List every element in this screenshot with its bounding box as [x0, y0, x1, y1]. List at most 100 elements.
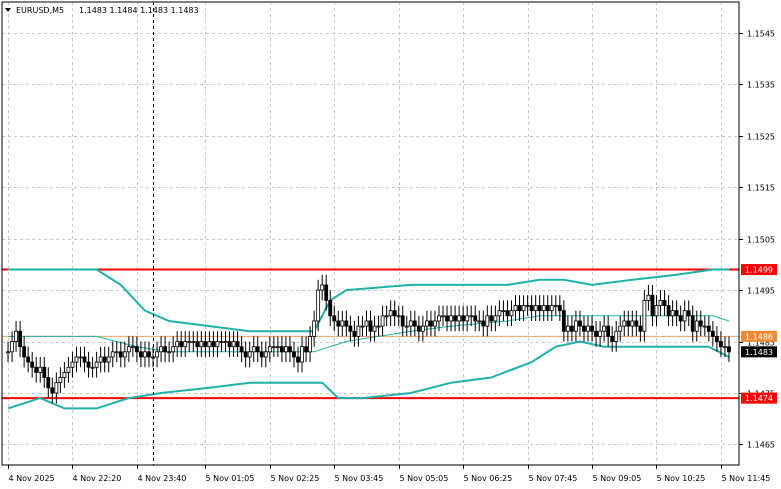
candle-body-down: [255, 346, 260, 353]
candle: [368, 310, 373, 342]
candle-body-up: [267, 346, 272, 353]
candle: [485, 305, 490, 337]
candle: [380, 305, 385, 337]
candle-body-up: [541, 305, 546, 312]
candle-body-down: [416, 325, 421, 332]
candle: [320, 274, 325, 301]
candle-body-down: [505, 310, 510, 317]
x-tick-label: 5 Nov 02:25: [271, 474, 320, 483]
candle-body-up: [98, 356, 103, 363]
candle-body-down: [594, 330, 598, 337]
y-tick-label: 1.1525: [747, 133, 775, 142]
candle-body-down: [288, 346, 292, 353]
candle: [638, 315, 643, 342]
candle: [710, 320, 715, 347]
candle: [38, 356, 43, 383]
candle: [94, 351, 99, 378]
candle-body-down: [662, 299, 667, 306]
candle: [139, 341, 143, 368]
candle-body-down: [715, 335, 719, 342]
candle: [465, 305, 470, 332]
candle-body-up: [10, 341, 14, 353]
candlesticks: [6, 274, 731, 404]
candle: [155, 341, 159, 368]
candle: [106, 346, 111, 373]
candle-body-down: [324, 284, 329, 301]
x-tick-label: 5 Nov 06:25: [464, 474, 513, 483]
candle: [525, 295, 530, 316]
candle-body-up: [654, 305, 659, 317]
candle: [360, 315, 365, 337]
candle: [364, 310, 369, 337]
candle: [501, 300, 506, 321]
candle-body-down: [304, 346, 308, 353]
candle: [255, 336, 260, 363]
y-tick-label: 1.1545: [747, 30, 775, 39]
candle-body-up: [388, 310, 393, 317]
candle-body-down: [698, 320, 703, 327]
candle-body-up: [465, 315, 470, 322]
candle-body-down: [163, 346, 167, 353]
candle: [324, 274, 329, 311]
candle-body-up: [207, 341, 212, 348]
candle: [618, 315, 623, 342]
candle: [630, 310, 635, 337]
candle-body-down: [686, 310, 691, 317]
candle: [102, 346, 107, 373]
candle: [195, 331, 200, 357]
candle-body-down: [481, 320, 486, 327]
candle: [493, 305, 498, 332]
candle-body-down: [392, 310, 397, 317]
candle-body-down: [674, 310, 679, 317]
candle: [553, 295, 558, 316]
candle-body-down: [368, 320, 373, 332]
candle-body-up: [372, 325, 377, 332]
candle-body-up: [404, 325, 409, 328]
candle-body-up: [275, 346, 280, 349]
candle: [666, 295, 671, 327]
candle: [259, 341, 264, 368]
x-tick-label: 4 Nov 22:20: [73, 474, 122, 483]
candle: [86, 351, 91, 378]
candle: [271, 336, 276, 357]
candle-body-up: [90, 366, 95, 369]
candle-body-up: [231, 341, 236, 348]
candle-body-up: [271, 346, 276, 349]
candle: [658, 290, 663, 316]
candle: [42, 356, 47, 388]
candle-body-up: [187, 341, 192, 343]
candle-body-down: [400, 315, 405, 327]
candle: [404, 315, 409, 337]
candle-body-up: [94, 361, 99, 368]
candle: [231, 331, 236, 357]
candle-body-up: [485, 315, 490, 327]
candle: [533, 295, 538, 321]
candle-body-up: [320, 284, 325, 291]
candle-body-down: [18, 330, 22, 348]
candle-body-up: [420, 325, 425, 332]
candle-body-up: [425, 320, 429, 327]
candle-body-up: [167, 351, 172, 354]
candle-body-down: [26, 356, 31, 363]
x-tick-label: 5 Nov 11:45: [722, 474, 771, 483]
candle: [521, 295, 526, 321]
plot-frame: [1, 1, 740, 466]
candle-body-down: [570, 325, 574, 332]
current-price-badge-box: [741, 346, 777, 358]
candle-body-up: [457, 315, 462, 322]
candle-body-down: [727, 346, 731, 353]
y-tick-label: 1.1505: [747, 236, 775, 245]
candle-body-down: [179, 341, 184, 348]
symbol-menu-icon[interactable]: [5, 8, 11, 12]
candle-body-down: [139, 351, 143, 358]
candle: [412, 310, 417, 337]
candle-body-down: [42, 366, 47, 378]
candle: [400, 305, 405, 337]
candle: [239, 336, 244, 363]
candle: [449, 305, 453, 332]
candle-body-down: [461, 315, 466, 322]
candle: [34, 356, 39, 383]
candle: [565, 315, 570, 342]
